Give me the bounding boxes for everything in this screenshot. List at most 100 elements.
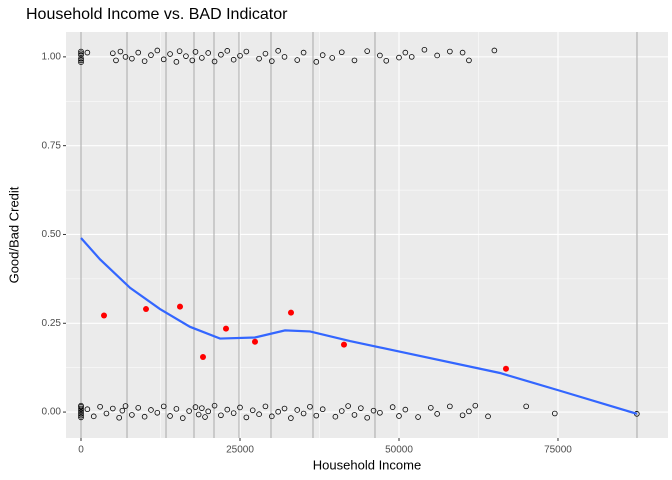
point (300, 410, 307, 417)
point (230, 56, 237, 63)
point (294, 57, 301, 63)
point (421, 46, 428, 53)
point (122, 403, 129, 409)
point (268, 413, 275, 420)
point (78, 411, 84, 417)
point (141, 413, 148, 420)
bin-mean (251, 338, 258, 345)
point (523, 403, 529, 410)
bin-mean (199, 354, 206, 361)
point (351, 57, 358, 64)
point (167, 51, 173, 57)
point (338, 408, 345, 414)
point (345, 403, 351, 409)
point (237, 404, 243, 411)
point (281, 405, 288, 412)
point (377, 52, 383, 59)
point (491, 47, 498, 54)
point (281, 54, 288, 60)
point (402, 406, 409, 413)
point (78, 402, 84, 409)
point (160, 403, 167, 410)
point (256, 55, 262, 62)
point (179, 415, 186, 421)
point (396, 54, 402, 61)
point (97, 403, 103, 410)
point (129, 412, 135, 418)
point (396, 413, 402, 419)
point (434, 52, 440, 59)
bin-mean (502, 365, 509, 372)
point (78, 57, 84, 64)
point (148, 52, 154, 58)
point (275, 48, 281, 54)
point (218, 412, 224, 419)
point (249, 407, 256, 414)
point (192, 49, 199, 55)
point (154, 409, 161, 416)
point (383, 57, 390, 64)
point (329, 55, 336, 61)
point (224, 406, 231, 413)
x-tick-label: 0 (78, 445, 84, 456)
point (447, 403, 453, 410)
point (110, 50, 116, 57)
point (319, 406, 326, 413)
point (202, 414, 208, 420)
point (294, 407, 301, 413)
point (262, 403, 269, 410)
point (427, 405, 434, 411)
point (551, 410, 558, 417)
y-tick-label: 1.00 (42, 52, 62, 63)
bin-mean (287, 309, 294, 316)
point (78, 414, 84, 421)
bin-mean (177, 303, 184, 310)
point (199, 55, 205, 61)
point (288, 415, 294, 421)
y-tick-label: 0.25 (42, 318, 62, 329)
point (129, 55, 135, 62)
point (459, 412, 466, 419)
point (256, 411, 262, 418)
y-axis-title: Good/Bad Credit (6, 186, 21, 283)
point (173, 59, 180, 65)
point (78, 405, 84, 412)
point (364, 414, 370, 421)
point (117, 48, 124, 55)
point (110, 405, 116, 412)
point (189, 57, 196, 64)
point (243, 414, 250, 421)
point (313, 59, 320, 65)
point (211, 402, 218, 409)
point (176, 48, 183, 54)
point (447, 48, 453, 55)
point (262, 50, 269, 57)
point (338, 49, 345, 56)
point (205, 50, 212, 56)
point (183, 53, 189, 59)
point (466, 57, 472, 64)
chart-title: Household Income vs. BAD Indicator (26, 6, 288, 23)
point (78, 59, 84, 65)
point (243, 48, 250, 55)
bin-mean (101, 312, 108, 319)
point (237, 52, 243, 59)
x-tick-label: 75000 (544, 445, 572, 456)
point (119, 407, 126, 414)
point (364, 48, 370, 54)
point (116, 414, 122, 421)
point (154, 47, 161, 54)
point (113, 57, 119, 64)
point (167, 413, 173, 419)
point (78, 52, 84, 58)
point (135, 405, 142, 411)
point (135, 49, 142, 56)
point (84, 49, 91, 56)
point (332, 413, 339, 420)
y-tick-label: 0.50 (42, 229, 62, 240)
point (351, 412, 358, 418)
point (160, 56, 167, 63)
point (192, 404, 199, 410)
point (408, 54, 415, 60)
x-tick-label: 25000 (226, 445, 254, 456)
